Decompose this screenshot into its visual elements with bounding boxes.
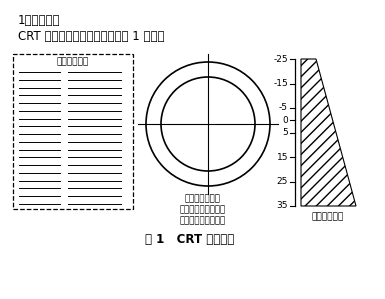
Text: 5: 5 — [282, 128, 288, 137]
Text: -25: -25 — [273, 54, 288, 63]
Text: 轮胎花纹总数：: 轮胎花纹总数： — [185, 194, 221, 203]
Text: 1）显示部分: 1）显示部分 — [18, 14, 60, 27]
Bar — [13, 54, 133, 209]
Text: CRT 彩色显示屏的显示功能如图 1 所示。: CRT 彩色显示屏的显示功能如图 1 所示。 — [18, 30, 164, 43]
Text: 用户加工程序: 用户加工程序 — [57, 57, 89, 66]
Text: 0: 0 — [282, 116, 288, 125]
Text: 未完成加工花纹数：: 未完成加工花纹数： — [180, 216, 226, 225]
Text: 35: 35 — [276, 202, 288, 210]
Text: 图 1   CRT 显示内容: 图 1 CRT 显示内容 — [146, 233, 234, 246]
Polygon shape — [301, 59, 356, 206]
Text: 25: 25 — [277, 177, 288, 186]
Text: -5: -5 — [279, 103, 288, 112]
Text: 已完成加工花纹数：: 已完成加工花纹数： — [180, 205, 226, 214]
Text: 轮胎花纹深度: 轮胎花纹深度 — [311, 212, 344, 221]
Text: -15: -15 — [273, 79, 288, 88]
Text: 15: 15 — [276, 152, 288, 161]
